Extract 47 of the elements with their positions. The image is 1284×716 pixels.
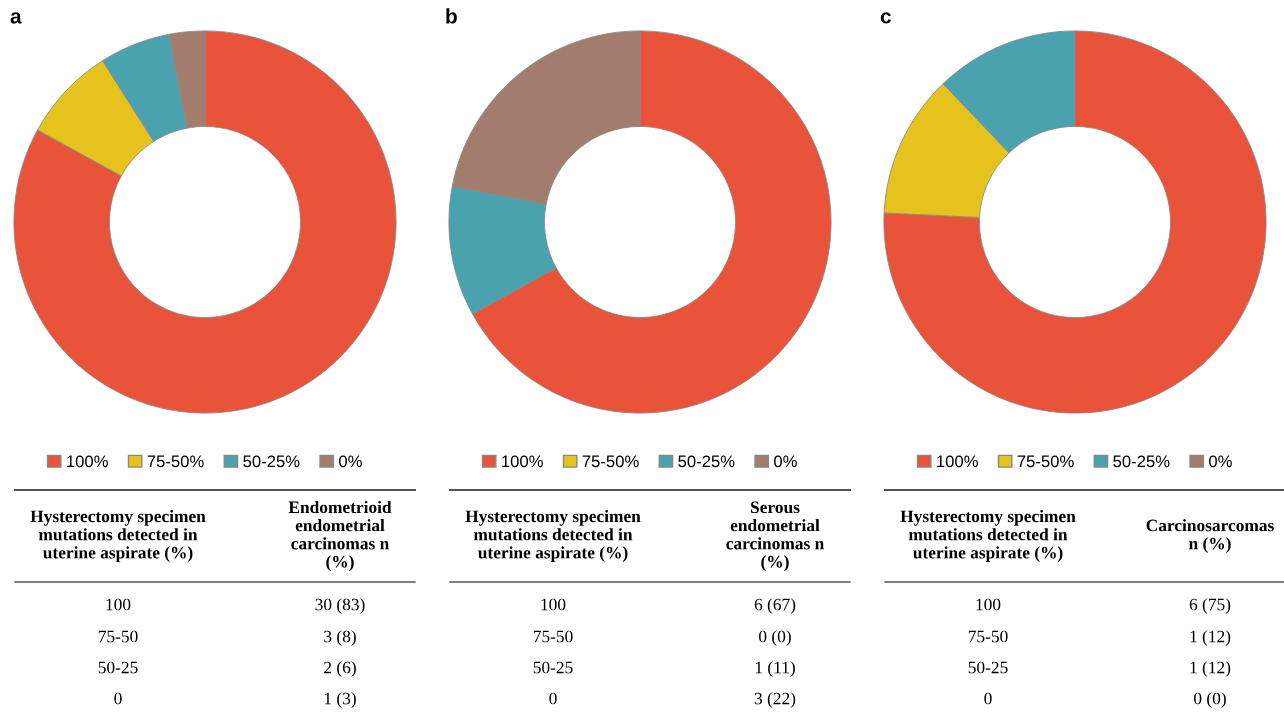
text: Endometrioid endometrial carcinomas n (%) (288, 500, 392, 572)
text: 30 (83) (315, 598, 365, 614)
legend-label: 75-50% (582, 455, 639, 468)
legend-label: 0% (774, 455, 797, 468)
legend-label: 50-25% (1113, 455, 1170, 468)
legend-label: 75-50% (1017, 455, 1074, 468)
text: 0 (0) (1194, 692, 1226, 708)
text: Serous endometrial carcinomas n (%) (726, 501, 825, 572)
text: 50-25 (968, 661, 1008, 674)
donut-slice (883, 30, 1267, 414)
text: 1 (3) (324, 692, 356, 708)
text: 3 (22) (754, 692, 796, 708)
text: 100 (106, 598, 131, 611)
chart-title: b (446, 8, 457, 24)
legend-label: 0% (1209, 455, 1232, 468)
text: 0 (549, 692, 557, 705)
legend-label: 50-25% (243, 455, 300, 468)
text: 6 (67) (754, 598, 796, 614)
slice-label: 100% (502, 455, 543, 468)
text: 0 (984, 692, 992, 705)
text: 1 (12) (1190, 661, 1231, 677)
legend-label: 75-50% (147, 455, 204, 468)
text: 75-50 (968, 630, 1008, 643)
text: 1 (12) (1190, 630, 1231, 646)
text: 3 (8) (324, 630, 356, 646)
text: 50-25 (533, 661, 573, 674)
text: Hysterectomy specimen mutations detected in uterine aspirate (%) (465, 509, 641, 563)
text: 100 (976, 598, 1001, 611)
legend-label: 0% (339, 455, 362, 468)
text: 6 (75) (1189, 598, 1231, 614)
text: Hysterectomy specimen mutations detected in uterine aspirate (%) (30, 509, 206, 563)
text: Hysterectomy specimen mutations detected in uterine aspirate (%) (900, 509, 1076, 563)
text: 100 (541, 598, 566, 611)
text: 75-50 (98, 630, 138, 643)
text: 0 (0) (759, 630, 791, 646)
text: 75-50 (533, 630, 573, 643)
text: 0 (114, 692, 122, 705)
donut-slice (13, 30, 397, 414)
slice-label: 100% (937, 455, 978, 468)
text: 2 (6) (324, 661, 356, 677)
chart-title: c (880, 12, 891, 24)
text: 1 (11) (755, 661, 795, 677)
text: 50-25 (98, 661, 138, 674)
chart-title: a (10, 12, 22, 24)
legend-label: 100% (67, 455, 108, 468)
legend-label: 50-25% (678, 455, 735, 468)
text: Carcinosarcomas n (%) (1146, 519, 1274, 553)
